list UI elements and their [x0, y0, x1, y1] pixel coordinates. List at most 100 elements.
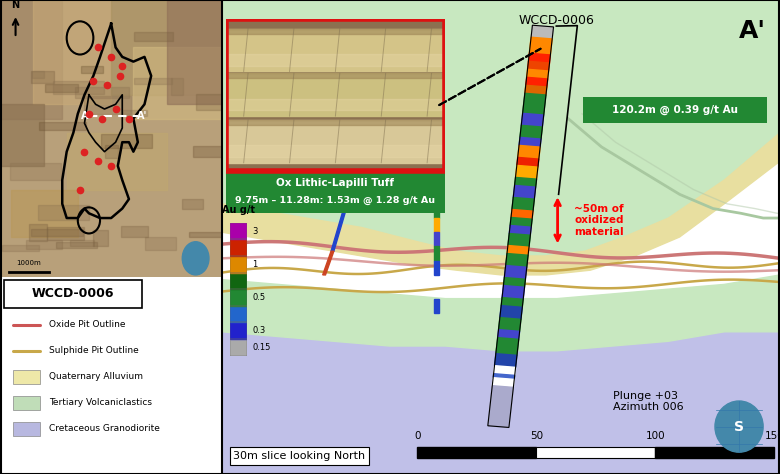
Bar	[434, 204, 438, 218]
Bar	[9, 163, 62, 180]
Polygon shape	[515, 177, 537, 187]
Text: A: A	[80, 111, 88, 121]
Bar	[229, 54, 442, 65]
Polygon shape	[520, 125, 542, 139]
Text: 0.3: 0.3	[253, 326, 266, 335]
Polygon shape	[488, 386, 513, 428]
Polygon shape	[505, 254, 528, 267]
Text: Ox Lithic-Lapilli Tuff: Ox Lithic-Lapilli Tuff	[276, 178, 395, 188]
Bar	[417, 447, 537, 458]
Text: 150: 150	[764, 431, 780, 441]
Text: WCCD-0006: WCCD-0006	[519, 14, 595, 27]
Polygon shape	[222, 0, 780, 256]
Bar	[183, 199, 203, 209]
Polygon shape	[493, 374, 515, 379]
Polygon shape	[502, 285, 524, 299]
Bar	[434, 232, 438, 246]
Polygon shape	[495, 354, 517, 367]
Polygon shape	[498, 329, 519, 339]
Text: ~50m of
oxidized
material: ~50m of oxidized material	[574, 204, 624, 237]
Polygon shape	[512, 198, 534, 211]
Polygon shape	[222, 275, 780, 351]
Bar	[230, 322, 247, 339]
Polygon shape	[526, 77, 548, 87]
Bar	[66, 133, 167, 190]
Bar	[229, 120, 442, 125]
Bar	[13, 370, 40, 384]
Text: 9.75m – 11.28m: 1.53m @ 1.28 g/t Au: 9.75m – 11.28m: 1.53m @ 1.28 g/t Au	[236, 196, 435, 205]
Bar	[111, 0, 222, 95]
Text: 120.2m @ 0.39 g/t Au: 120.2m @ 0.39 g/t Au	[612, 105, 738, 115]
Bar	[226, 19, 445, 171]
Bar	[105, 145, 118, 158]
Text: Sulphide Pit Outline: Sulphide Pit Outline	[49, 346, 139, 355]
Text: Cretaceous Granodiorite: Cretaceous Granodiorite	[49, 425, 160, 433]
Text: 0.15: 0.15	[253, 343, 271, 352]
Bar	[0, 277, 222, 474]
Polygon shape	[500, 306, 523, 319]
Bar	[230, 273, 247, 289]
Bar	[84, 96, 130, 114]
Bar	[134, 78, 172, 84]
Bar	[229, 73, 442, 78]
Polygon shape	[523, 93, 546, 115]
Bar	[122, 110, 147, 116]
Bar	[31, 71, 54, 83]
Bar	[230, 239, 247, 256]
Bar	[44, 84, 78, 92]
Polygon shape	[492, 378, 514, 387]
Polygon shape	[331, 204, 348, 251]
Text: 0.5: 0.5	[253, 293, 265, 302]
Bar	[2, 245, 39, 251]
Bar	[226, 171, 445, 213]
Bar	[80, 66, 103, 73]
Bar	[13, 422, 40, 436]
Bar	[434, 246, 438, 261]
Polygon shape	[521, 113, 544, 127]
Bar	[34, 0, 111, 104]
Text: Tertiary Volcaniclastics: Tertiary Volcaniclastics	[49, 399, 152, 407]
Bar	[655, 447, 775, 458]
Polygon shape	[530, 37, 552, 55]
Ellipse shape	[715, 401, 763, 452]
Bar	[434, 261, 438, 275]
Polygon shape	[525, 85, 547, 95]
Bar	[230, 289, 247, 306]
Bar	[434, 218, 438, 232]
Bar	[121, 226, 148, 237]
Bar	[11, 190, 78, 237]
Text: 50: 50	[530, 431, 543, 441]
Bar	[189, 231, 226, 237]
Polygon shape	[323, 251, 334, 275]
Bar	[172, 78, 183, 95]
Polygon shape	[519, 137, 541, 147]
Polygon shape	[511, 210, 533, 219]
Polygon shape	[513, 185, 536, 199]
Bar	[229, 146, 442, 157]
Bar	[193, 146, 222, 157]
Polygon shape	[528, 53, 551, 63]
Text: 1000m: 1000m	[16, 260, 41, 266]
Ellipse shape	[183, 242, 209, 275]
Bar	[434, 175, 438, 190]
Text: S: S	[734, 419, 744, 434]
Bar	[229, 29, 442, 72]
Bar	[229, 29, 442, 34]
Bar	[0, 0, 62, 118]
Bar	[230, 273, 247, 289]
Text: WCCD-0006: WCCD-0006	[32, 287, 115, 301]
Bar	[53, 81, 105, 94]
Text: Plunge +03
Azimuth 006: Plunge +03 Azimuth 006	[613, 391, 683, 412]
Bar	[75, 87, 129, 98]
Bar	[434, 299, 438, 313]
Bar	[229, 73, 442, 116]
Polygon shape	[507, 246, 529, 255]
Bar	[226, 19, 445, 171]
Bar	[145, 237, 176, 250]
Text: 3: 3	[253, 227, 257, 236]
Bar	[134, 32, 172, 41]
Text: 1: 1	[253, 260, 257, 269]
Polygon shape	[526, 69, 548, 79]
Bar	[434, 190, 438, 204]
Bar	[230, 256, 247, 273]
